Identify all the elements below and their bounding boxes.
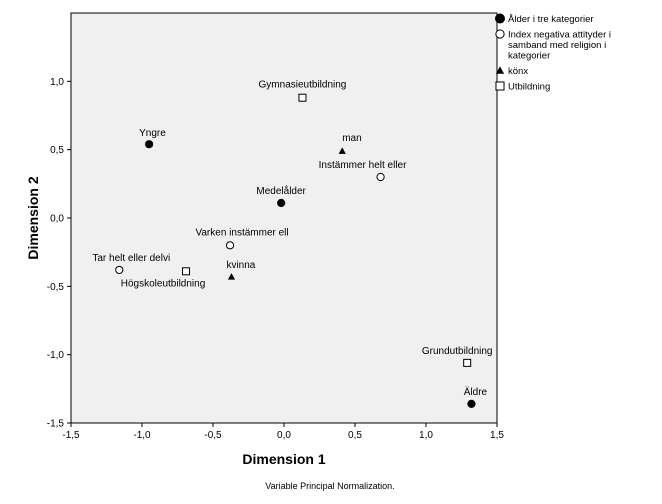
data-point-label: Varken instämmer ell bbox=[195, 227, 288, 238]
data-point-label: Yngre bbox=[139, 128, 166, 139]
data-point-marker bbox=[225, 241, 235, 250]
data-point-label: Instämmer helt eller bbox=[319, 160, 407, 171]
data-point-label: Grundutbildning bbox=[422, 346, 493, 357]
data-points: Yngre Medelålder Äldre Instämmer helt eller… bbox=[92, 80, 492, 408]
x-tick-label: 0,0 bbox=[277, 430, 291, 441]
legend-label: Utbildning bbox=[508, 82, 550, 93]
y-tick-label: -0,5 bbox=[47, 282, 65, 293]
data-point-label: Äldre bbox=[464, 386, 488, 398]
data-point-marker bbox=[463, 358, 472, 367]
x-tick-label: 0,5 bbox=[348, 430, 362, 441]
data-point-marker bbox=[338, 147, 346, 154]
data-point-label: Högskoleutbildning bbox=[121, 278, 206, 289]
legend-marker bbox=[495, 13, 505, 24]
legend-label: kategorier bbox=[508, 51, 550, 62]
y-tick-label: 1,0 bbox=[50, 77, 64, 88]
y-tick-label: 0,5 bbox=[50, 145, 64, 156]
legend-marker bbox=[495, 66, 505, 74]
data-point-marker bbox=[145, 140, 154, 149]
legend-label: könx bbox=[508, 66, 528, 77]
x-tick-label: 1,0 bbox=[419, 430, 433, 441]
x-tick-label: 1,5 bbox=[490, 430, 504, 441]
x-tick-label: -1,0 bbox=[133, 430, 151, 441]
legend-label: Index negativa attityder i bbox=[508, 30, 611, 41]
x-axis-title: Dimension 1 bbox=[242, 451, 325, 467]
plot-area bbox=[70, 12, 498, 424]
data-point-marker bbox=[376, 172, 385, 182]
data-point-label: man bbox=[342, 133, 361, 144]
data-point-marker bbox=[115, 265, 124, 275]
y-tick-label: -1,5 bbox=[47, 419, 65, 430]
legend-marker bbox=[495, 81, 505, 91]
data-point-marker bbox=[277, 198, 286, 208]
chart-caption: Variable Principal Normalization. bbox=[265, 481, 394, 491]
data-point-marker bbox=[298, 93, 307, 102]
data-point-marker bbox=[467, 399, 476, 408]
x-tick-label: -1,5 bbox=[62, 430, 80, 441]
axis-ticks: -1,5 -1,0 -0,5 0,0 0,5 1,0 1,5 1,0 0,5 0,0 -0,5 -1,… bbox=[47, 77, 505, 441]
data-point-label: Tar helt eller delvi bbox=[92, 253, 170, 264]
legend-marker bbox=[495, 29, 505, 39]
data-point-label: Gymnasieutbildning bbox=[259, 80, 347, 91]
legend: Ålder i tre kategorier Index negativa att… bbox=[495, 13, 611, 93]
legend-label: samband med religion i bbox=[508, 40, 606, 51]
x-tick-label: -0,5 bbox=[204, 430, 222, 441]
data-point-marker bbox=[227, 273, 236, 280]
y-tick-label: -1,0 bbox=[47, 350, 65, 361]
data-point-label: Medelålder bbox=[256, 185, 306, 197]
data-point-label: kvinna bbox=[226, 260, 255, 271]
legend-label: Ålder i tre kategorier bbox=[508, 14, 594, 25]
data-point-marker bbox=[182, 267, 191, 276]
y-axis-title: Dimension 2 bbox=[25, 176, 41, 259]
y-tick-label: 0,0 bbox=[50, 214, 64, 225]
